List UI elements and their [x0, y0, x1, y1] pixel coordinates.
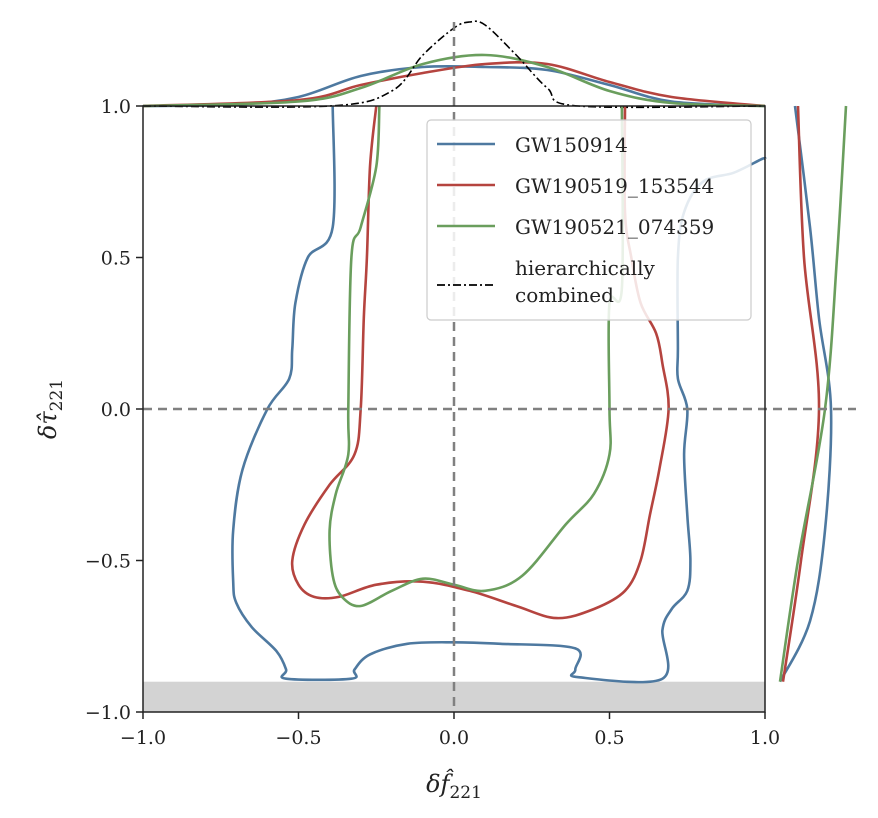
x-tick-label: 0.0 — [439, 727, 469, 749]
y-tick-label: −0.5 — [85, 551, 131, 573]
contour-1 — [231, 105, 767, 684]
y-tick-label: 1.0 — [101, 96, 131, 118]
x-tick-label: 1.0 — [750, 727, 780, 749]
x-marginal-2 — [142, 60, 766, 108]
right-marginal-panel — [778, 105, 848, 683]
y-tick-label: −1.0 — [85, 702, 131, 724]
x-marginal-3 — [142, 53, 766, 108]
x-tick-label: 0.5 — [594, 727, 624, 749]
legend-label-2: GW190519_153544 — [515, 174, 714, 198]
y-tick-label: 0.0 — [101, 399, 131, 421]
y-tick-label: 0.5 — [101, 248, 131, 270]
legend-label-3: GW190521_074359 — [515, 215, 714, 239]
x-tick-label: −0.5 — [275, 727, 321, 749]
x-tick-label: −1.0 — [120, 727, 166, 749]
legend-box — [426, 119, 752, 321]
y-axis-label: δτ̂221 — [34, 379, 67, 439]
y-marginal-3 — [778, 105, 848, 682]
top-marginal-panel — [142, 20, 766, 109]
legend: GW150914 GW190519_153544 GW190521_074359hi… — [426, 119, 752, 321]
y-axis-ticks: −1.0 −0.5 0.0 0.5 1.0 — [85, 96, 143, 724]
x-marginal-4 — [142, 20, 766, 109]
main-plot-area: −1.0 −0.5 0.0 0.5 1.0 −1.0 −0.5 0.0 0.5 1.0 — [85, 22, 856, 749]
contour-lines — [231, 105, 767, 684]
x-axis-ticks: −1.0 −0.5 0.0 0.5 1.0 — [120, 712, 780, 749]
legend-label-1: GW150914 — [515, 133, 628, 157]
contour-2 — [290, 105, 670, 620]
y-marginal-2 — [781, 105, 821, 682]
x-axis-label: δf̂221 — [426, 769, 482, 803]
legend-label-4: combined — [515, 283, 614, 307]
contour-3 — [328, 105, 625, 608]
y-marginal-1 — [778, 105, 833, 683]
legend-label-4: hierarchically — [515, 256, 656, 280]
